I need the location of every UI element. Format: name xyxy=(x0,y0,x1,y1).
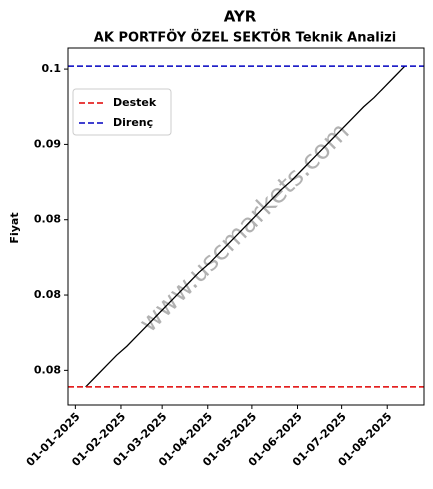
legend-label: Direnç xyxy=(113,116,153,129)
y-tick-label: 0.08 xyxy=(34,213,61,226)
chart-title: AYR xyxy=(224,8,257,26)
legend-label: Destek xyxy=(113,96,157,109)
chart-subtitle: AK PORTFÖY ÖZEL SEKTÖR Teknik Analizi xyxy=(94,30,396,46)
y-axis-label: Fiyat xyxy=(8,212,21,243)
plot-frame xyxy=(67,47,425,406)
y-tick-label: 0.1 xyxy=(42,62,62,75)
y-tick-label: 0.09 xyxy=(34,137,61,150)
y-tick-label: 0.08 xyxy=(34,288,61,301)
y-tick-label: 0.08 xyxy=(34,363,61,376)
price-line xyxy=(85,65,406,388)
